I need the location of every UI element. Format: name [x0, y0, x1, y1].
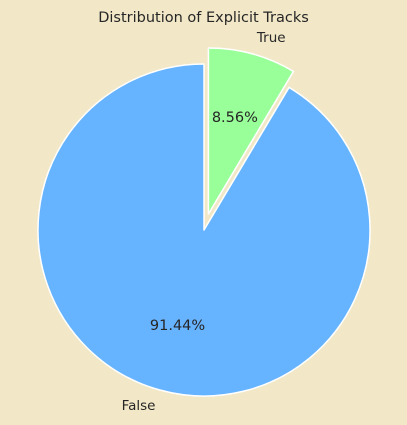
- chart-title: Distribution of Explicit Tracks: [98, 10, 309, 26]
- slice-label-true: True: [256, 30, 286, 46]
- percent-label-false: 91.44%: [150, 318, 205, 334]
- slice-label-false: False: [122, 398, 156, 414]
- pie-slice-false: [37, 63, 371, 397]
- pie-slices: [37, 47, 371, 397]
- pie-labels: False 91.44% True 8.56%: [122, 30, 286, 414]
- pie-slice-true: [207, 47, 295, 215]
- percent-label-true: 8.56%: [212, 110, 258, 126]
